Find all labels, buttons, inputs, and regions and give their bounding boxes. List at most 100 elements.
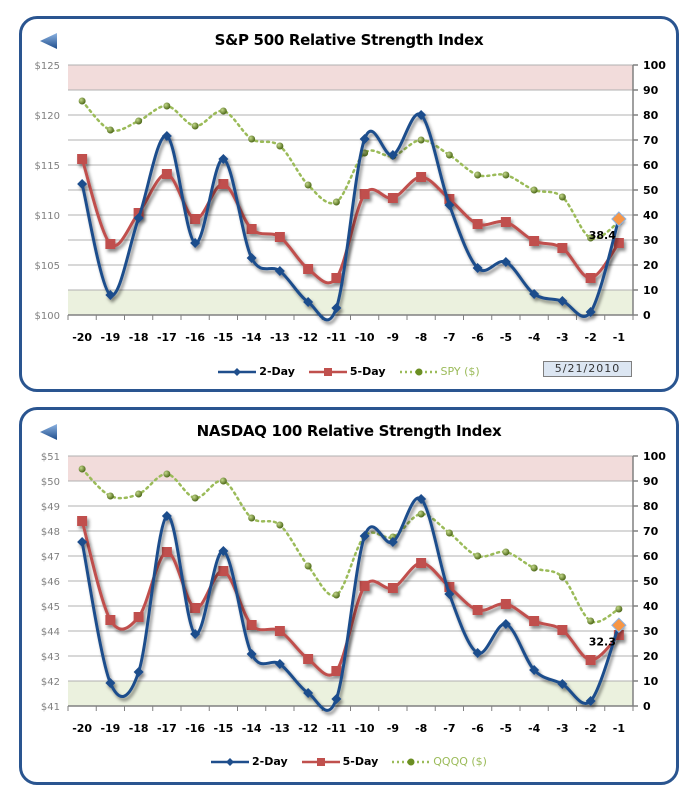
- price-marker: [445, 151, 453, 159]
- chart-title: S&P 500 Relative Strength Index: [214, 31, 484, 49]
- 5day-marker: [105, 239, 116, 249]
- right-axis-tick-label: 10: [643, 284, 659, 297]
- left-axis-tick-label: $115: [35, 161, 60, 172]
- right-axis-tick-label: 100: [643, 450, 666, 463]
- x-axis-tick-label: -3: [556, 331, 568, 344]
- x-axis-tick-label: -14: [242, 331, 262, 344]
- 5day-marker: [387, 583, 398, 593]
- price-marker: [248, 135, 256, 143]
- right-axis-tick-label: 90: [643, 475, 659, 488]
- right-axis-tick-label: 40: [643, 600, 659, 613]
- 5day-marker: [161, 169, 172, 179]
- 5day-marker: [246, 224, 257, 234]
- 2day-marker: [331, 303, 342, 313]
- 2day-marker: [133, 213, 144, 223]
- price-marker: [191, 494, 199, 502]
- 2day-marker: [500, 619, 511, 629]
- date-field[interactable]: 5/21/2010: [543, 361, 632, 377]
- 2day-marker: [218, 546, 229, 556]
- x-axis-tick-label: -16: [185, 722, 205, 735]
- x-axis-tick-label: -1: [613, 722, 625, 735]
- x-axis-tick-label: -7: [443, 331, 455, 344]
- right-axis-tick-label: 80: [643, 500, 659, 513]
- legend-label: 2-Day: [259, 365, 295, 378]
- right-axis-tick-label: 10: [643, 675, 659, 688]
- right-axis-tick-label: 100: [643, 59, 666, 72]
- 2day-marker: [359, 134, 370, 144]
- 5day-marker: [416, 172, 427, 182]
- x-axis-tick-label: -6: [472, 722, 485, 735]
- left-axis-tick-label: $110: [35, 211, 60, 222]
- left-axis-tick-label: $48: [41, 527, 60, 538]
- legend-5day-line-icon: [308, 367, 347, 376]
- x-axis-tick-label: -12: [298, 722, 318, 735]
- 2day-marker: [472, 263, 483, 273]
- price-marker: [219, 107, 227, 115]
- price-marker: [530, 186, 538, 194]
- highlight-data-label: 38.4: [589, 229, 616, 242]
- x-axis-tick-label: -14: [242, 722, 262, 735]
- left-axis-tick-label: $105: [35, 261, 60, 272]
- left-axis-tick-label: $49: [41, 502, 60, 513]
- right-axis-tick-label: 20: [643, 259, 659, 272]
- 5day-marker: [359, 189, 370, 199]
- 2day-marker: [387, 150, 398, 160]
- x-axis-tick-label: -7: [443, 722, 455, 735]
- price-marker: [417, 510, 425, 518]
- 2day-marker: [105, 290, 116, 300]
- sp500-rsi-chart: $100 $105 $110 $115 $120 $125 0 10 20 30 40 50 60 70 8…: [35, 59, 667, 344]
- 5day-marker: [500, 217, 511, 227]
- x-axis-tick-label: -3: [556, 722, 568, 735]
- 2day-marker: [444, 589, 455, 599]
- 2day-marker: [444, 200, 455, 210]
- price-marker: [304, 181, 312, 189]
- back-arrow-icon[interactable]: [40, 33, 58, 49]
- 2day-marker: [529, 665, 540, 675]
- 5day-marker: [613, 630, 624, 640]
- 2day-marker: [387, 537, 398, 547]
- x-axis-tick-label: -5: [500, 331, 512, 344]
- x-axis-tick-label: -15: [213, 331, 233, 344]
- price-marker: [445, 529, 453, 537]
- 5day-marker: [274, 626, 285, 636]
- legend-item-5day: 5-Day: [308, 365, 386, 378]
- price-marker: [78, 465, 86, 473]
- price-marker: [78, 97, 86, 105]
- 2day-marker: [529, 289, 540, 299]
- 5day-marker: [105, 615, 116, 625]
- right-axis-tick-label: 20: [643, 650, 659, 663]
- 5day-marker: [246, 620, 257, 630]
- 2day-marker: [585, 696, 596, 706]
- series-line-5day: [80, 520, 620, 677]
- left-axis-tick-label: $125: [35, 61, 60, 72]
- 2day-marker: [303, 688, 314, 698]
- price-marker: [219, 477, 227, 485]
- series-2day: [77, 110, 624, 322]
- legend-item-2day: 2-Day: [218, 365, 295, 378]
- right-axis-tick-label: 50: [643, 575, 659, 588]
- 5day-marker: [529, 236, 540, 246]
- price-marker: [417, 136, 425, 144]
- 5day-marker: [77, 154, 88, 164]
- right-axis-tick-label: 70: [643, 134, 659, 147]
- price-marker: [276, 521, 284, 529]
- price-marker: [106, 492, 114, 500]
- 2day-marker: [557, 679, 568, 689]
- right-axis-tick-label: 70: [643, 525, 659, 538]
- 2day-marker: [303, 297, 314, 307]
- 2day-marker: [161, 511, 172, 521]
- 2day-marker: [161, 131, 172, 141]
- left-axis-tick-label: $51: [41, 452, 60, 463]
- back-arrow-icon[interactable]: [40, 424, 58, 440]
- price-marker: [587, 234, 595, 242]
- legend-2day-line-icon: [218, 367, 257, 376]
- 2day-marker: [246, 649, 257, 659]
- nasdaq100-chart-panel: NASDAQ 100 Relative Strength Index $41 $4…: [19, 407, 679, 785]
- series-line-2day: [80, 112, 621, 322]
- legend-label: 5-Day: [342, 755, 379, 768]
- chart-legend: 2-Day 5-Day SPY ($): [22, 365, 676, 378]
- 5day-marker: [472, 219, 483, 229]
- 5day-marker: [557, 243, 568, 253]
- left-axis-tick-label: $45: [41, 602, 60, 613]
- price-marker: [474, 552, 482, 560]
